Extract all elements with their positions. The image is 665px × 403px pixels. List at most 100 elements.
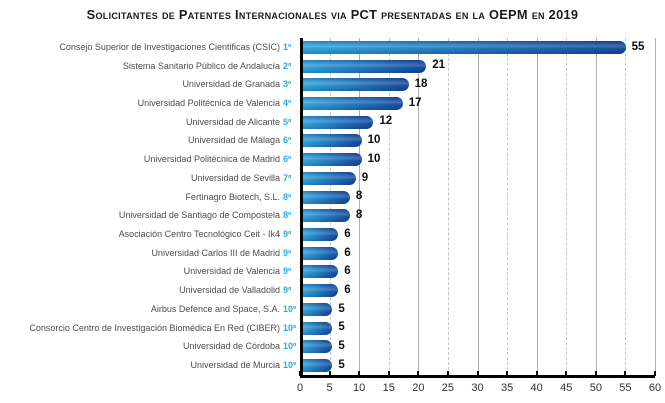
row-label-cell: Asociación Centro Tecnológico Ceit - Ik4… (0, 230, 300, 239)
row-label-cell: Universidad Politécnica de Madrid 6º (0, 155, 300, 164)
category-label: Universidad Carlos III de Madrid (151, 247, 280, 258)
bar-cell: 10 (300, 150, 655, 170)
category-label: Universidad de Málaga (187, 135, 280, 146)
bar-cell: 5 (300, 337, 655, 357)
tick-label: 10 (353, 382, 366, 394)
bar (303, 115, 374, 129)
chart-row: Universidad Carlos III de Madrid 9º 6 (0, 243, 665, 263)
value-label: 6 (344, 283, 351, 296)
tick-mark (446, 371, 449, 376)
bar (303, 302, 333, 316)
bar (303, 190, 350, 204)
row-label-cell: Consejo Superior de Investigaciones Cien… (0, 41, 300, 52)
value-label: 6 (344, 246, 351, 259)
tick-label: 60 (648, 382, 662, 394)
value-label: 5 (338, 302, 345, 315)
category-label: Universidad Politécnica de Madrid (143, 154, 280, 165)
row-label-cell: Universidad de Valladolid 9º (0, 286, 300, 295)
rank-label: 3º (283, 79, 292, 90)
tick-label: 20 (412, 382, 425, 394)
value-label: 8 (355, 209, 363, 222)
rank-label: 9º (283, 229, 292, 240)
value-label: 18 (414, 78, 428, 91)
gridline (388, 38, 390, 375)
bar (303, 59, 427, 73)
rank-label: 10º (283, 341, 297, 352)
chart-row: Universidad Politécnica de Valencia 4º 17 (0, 94, 665, 113)
chart-row: Fertinagro Biotech, S.L. 8º 8 (0, 187, 665, 207)
category-label: Universidad de Valencia (183, 266, 280, 277)
row-label-cell: Fertinagro Biotech, S.L. 8º (0, 192, 300, 202)
category-label: Consejo Superior de Investigaciones Cien… (59, 41, 280, 52)
chart-row: Sistema Sanitario Público de Andalucía 2º… (0, 56, 665, 76)
bar-cell: 17 (300, 94, 655, 113)
row-label-cell: Universidad Politécnica de Valencia 4º (0, 99, 300, 108)
bar (303, 359, 333, 373)
tick-label: 50 (589, 382, 602, 394)
rank-label: 6º (283, 154, 292, 165)
tick-label: 55 (619, 382, 632, 394)
bar-cell: 18 (300, 75, 655, 95)
row-label-cell: Universidad de Sevilla 7º (0, 172, 300, 183)
tick-label: 15 (382, 382, 395, 394)
tick-mark (506, 371, 509, 376)
tick-label: 45 (560, 382, 573, 394)
rank-label: 9º (283, 285, 292, 296)
rank-label: 9º (283, 266, 292, 277)
gridline (625, 38, 627, 375)
tick-mark (565, 371, 568, 376)
category-label: Airbus Defence and Space, S.A. (150, 303, 280, 314)
tick-mark (624, 371, 627, 376)
rank-label: 2º (283, 60, 292, 71)
bar (303, 209, 350, 223)
tick-mark (358, 371, 361, 376)
value-label: 5 (338, 321, 345, 334)
row-label-cell: Universidad de Málaga 6º (0, 136, 300, 145)
bar (303, 78, 409, 92)
tick-mark (387, 371, 390, 376)
bar (303, 284, 339, 298)
gridline (329, 38, 331, 375)
category-label: Universidad de Granada (182, 79, 280, 90)
value-label: 10 (367, 152, 381, 165)
value-label: 12 (379, 115, 393, 128)
bar (303, 246, 339, 260)
rank-label: 4º (283, 98, 292, 109)
value-label: 5 (338, 358, 345, 371)
category-label: Universidad de Sevilla (190, 172, 280, 183)
rank-label: 10º (283, 360, 297, 371)
tick-mark (417, 371, 420, 376)
chart-row: Universidad de Alicante 5º 12 (0, 112, 665, 132)
row-label-cell: Universidad de Alicante 5º (0, 116, 300, 127)
tick-label: 5 (326, 382, 333, 394)
rank-label: 5º (283, 116, 292, 127)
tick-label: 25 (441, 382, 455, 394)
row-label-cell: Universidad de Murcia 10º (0, 361, 300, 370)
chart-row: Universidad de Valladolid 9º 6 (0, 281, 665, 301)
bar-cell: 6 (300, 225, 655, 244)
row-label-cell: Sistema Sanitario Público de Andalucía 2º (0, 60, 300, 71)
value-label: 21 (432, 59, 445, 72)
bar-cell: 21 (300, 56, 655, 76)
bar-cell: 5 (300, 300, 655, 319)
value-label: 6 (344, 265, 351, 278)
bar (303, 97, 403, 111)
chart-row: Universidad Politécnica de Madrid 6º 10 (0, 150, 665, 170)
row-label-cell: Universidad de Valencia 9º (0, 267, 300, 276)
chart-row: Consorcio Centro de Investigación Bioméd… (0, 318, 665, 338)
bar-cell: 8 (300, 206, 655, 226)
bar-cell: 6 (300, 243, 655, 263)
value-label: 17 (408, 96, 422, 109)
value-label: 5 (338, 340, 345, 353)
category-label: Asociación Centro Tecnológico Ceit - Ik4 (118, 229, 280, 240)
tick-label: 35 (500, 382, 514, 394)
rank-label: 6º (283, 135, 292, 146)
bar-cell: 5 (300, 356, 655, 375)
rank-label: 9º (283, 247, 292, 258)
rank-label: 1º (283, 41, 292, 52)
chart-row: Universidad de Murcia 10º 5 (0, 356, 665, 375)
bar (303, 340, 333, 354)
tick-label: 40 (530, 382, 543, 394)
chart-row: Universidad de Sevilla 7º 9 (0, 169, 665, 188)
